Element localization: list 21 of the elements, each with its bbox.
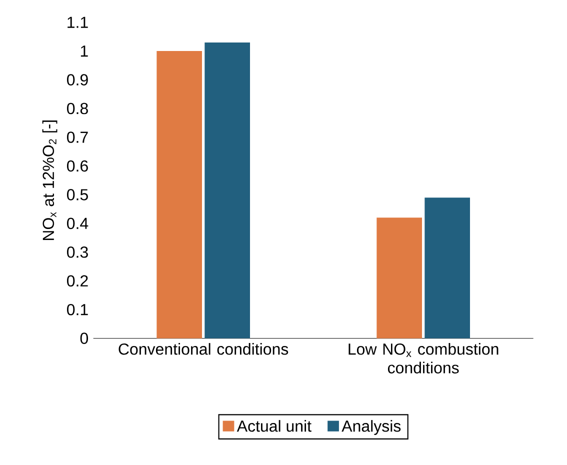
- y-tick-label: 0.2: [67, 275, 88, 287]
- y-tick-label: 1.1: [68, 16, 88, 28]
- bar: [156, 51, 202, 338]
- y-tick-label: 0.4: [67, 218, 88, 230]
- y-tick-label: 0.3: [67, 246, 88, 258]
- y-tick-label: 0.6: [67, 160, 88, 172]
- legend-label: Analysis: [342, 420, 401, 435]
- x-tick-label: Low NO$_{x}$ combustion conditions: [348, 343, 498, 374]
- y-tick-label: 1: [80, 46, 88, 57]
- y-tick-label: 0.8: [67, 102, 88, 114]
- y-tick-label: 0.9: [67, 74, 88, 86]
- y-tick-label: 0.1: [67, 304, 88, 316]
- bar: [424, 198, 470, 338]
- bar: [204, 42, 250, 338]
- y-tick-label: 0.5: [67, 189, 88, 200]
- y-tick-label: 0: [80, 332, 88, 344]
- legend-label: Actual unit: [236, 420, 312, 432]
- y-tick-label: 0.7: [67, 132, 88, 143]
- y-axis-title: NO$_{x}$ at 12%O$_{2}$ [-]: [42, 120, 58, 240]
- bar: [376, 218, 422, 338]
- x-tick-label: Conventional conditions: [118, 343, 288, 355]
